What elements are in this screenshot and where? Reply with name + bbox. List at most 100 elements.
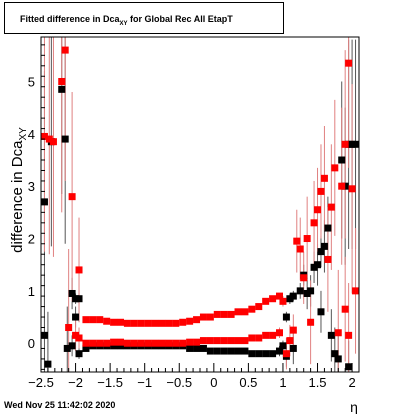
- red-data-point: [137, 319, 145, 327]
- black-data-point: [227, 347, 235, 355]
- black-data-point: [262, 350, 270, 358]
- red-data-point: [186, 317, 194, 325]
- red-data-point: [341, 305, 349, 313]
- red-data-point: [165, 319, 173, 327]
- red-data-point: [75, 334, 83, 342]
- y-axis-ticks: 0 1 2 3 4 5: [28, 44, 45, 370]
- timestamp: Wed Nov 25 11:42:02 2020: [4, 400, 116, 410]
- chart-title-box: [4, 2, 284, 34]
- black-data-point: [193, 344, 201, 352]
- red-data-point: [213, 310, 221, 318]
- red-data-point: [179, 318, 187, 326]
- red-data-point: [345, 59, 353, 67]
- y-tick-label: 3: [28, 179, 35, 194]
- red-data-point: [130, 339, 138, 347]
- red-data-point: [89, 316, 97, 324]
- red-data-point: [137, 339, 145, 347]
- black-data-point: [234, 347, 242, 355]
- black-data-point: [206, 347, 214, 355]
- black-data-point: [334, 355, 342, 363]
- y-tick-label: 1: [28, 284, 35, 299]
- red-data-point: [179, 339, 187, 347]
- red-data-point: [199, 337, 207, 345]
- red-data-point: [96, 316, 104, 324]
- black-data-point: [248, 350, 256, 358]
- red-data-point: [151, 319, 159, 327]
- red-data-point: [241, 337, 249, 345]
- black-data-point: [110, 342, 118, 350]
- red-data-point: [296, 245, 304, 253]
- red-data-point: [276, 292, 283, 300]
- red-data-point: [255, 303, 263, 311]
- red-data-point: [282, 350, 290, 358]
- red-data-point: [206, 337, 214, 345]
- x-axis-ticks: −2.5 −2 −1.5 −1 −0.5 0 0.5 1 1.5 2: [28, 363, 360, 390]
- red-data-point: [255, 334, 263, 342]
- x-axis-label: η: [350, 399, 358, 414]
- red-data-point: [248, 305, 256, 313]
- black-data-point: [44, 360, 52, 368]
- red-data-point: [117, 338, 124, 346]
- red-data-point: [227, 310, 235, 318]
- red-data-point: [123, 339, 131, 347]
- black-data-point: [75, 295, 83, 303]
- red-data-point: [220, 310, 228, 318]
- red-data-point: [327, 203, 335, 211]
- title-subscript: XY: [120, 21, 128, 27]
- red-data-point: [123, 319, 131, 327]
- black-data-point: [289, 292, 297, 300]
- red-data-point: [151, 339, 159, 347]
- red-data-point: [89, 339, 97, 347]
- red-data-point: [186, 338, 194, 346]
- black-data-point: [68, 289, 76, 297]
- red-data-point: [75, 266, 83, 274]
- red-data-point: [213, 337, 221, 345]
- black-data-point: [199, 344, 207, 352]
- title-rest: for Global Rec All EtapT: [128, 14, 234, 24]
- red-data-point: [45, 135, 53, 143]
- black-data-point: [58, 85, 66, 93]
- x-tick-label: 1: [279, 375, 286, 390]
- red-data-point: [348, 185, 356, 193]
- x-tick-label: −0.5: [166, 375, 192, 390]
- x-tick-label: 1.5: [308, 375, 326, 390]
- red-data-point: [158, 319, 166, 327]
- black-data-point: [186, 344, 194, 352]
- red-data-point: [262, 297, 270, 305]
- black-data-point: [282, 313, 290, 321]
- x-tick-label: 2: [348, 375, 355, 390]
- black-data-point: [327, 331, 335, 339]
- red-data-point: [227, 337, 235, 345]
- red-data-point: [193, 316, 201, 324]
- red-data-point: [220, 337, 228, 345]
- chart-title: Fitted difference in DcaXY for Global Re…: [20, 14, 234, 27]
- black-data-point: [255, 350, 263, 358]
- black-data-point: [314, 261, 322, 269]
- red-data-point: [324, 255, 332, 263]
- black-data-point: [331, 350, 339, 358]
- black-data-point: [338, 156, 346, 164]
- red-data-point: [49, 138, 57, 146]
- red-data-point: [345, 331, 353, 339]
- red-data-point: [352, 287, 360, 295]
- red-data-point: [172, 339, 180, 347]
- red-data-point: [262, 331, 270, 339]
- black-data-point: [241, 347, 249, 355]
- red-data-point: [293, 237, 301, 245]
- black-data-point: [40, 331, 48, 339]
- black-data-point: [307, 287, 315, 295]
- red-data-point: [317, 187, 325, 195]
- red-data-point: [65, 324, 73, 332]
- red-data-point: [334, 329, 342, 337]
- black-data-point: [289, 344, 297, 352]
- red-data-point: [300, 274, 308, 282]
- red-data-point: [158, 339, 166, 347]
- black-data-point: [82, 344, 90, 352]
- red-data-point: [199, 313, 207, 321]
- red-data-point: [338, 182, 346, 190]
- y-tick-label: 5: [28, 74, 35, 89]
- black-data-point: [317, 308, 325, 316]
- red-data-point: [193, 338, 201, 346]
- x-tick-label: −1.5: [97, 375, 123, 390]
